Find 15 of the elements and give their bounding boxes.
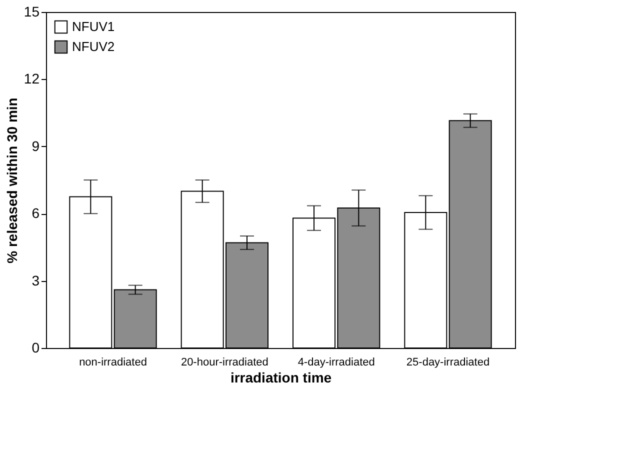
bar [114, 289, 157, 348]
legend-label: NFUV1 [72, 19, 115, 34]
y-tick-label: 15 [24, 4, 40, 20]
x-tick-label: non-irradiated [79, 356, 147, 368]
y-tick-label: 9 [32, 138, 40, 154]
y-axis-title: % released within 30 min [4, 98, 20, 264]
y-tick-label: 3 [32, 272, 40, 288]
x-tick-label: 25-day-irradiated [406, 356, 490, 368]
x-tick-label: 20-hour-irradiated [180, 356, 268, 368]
y-tick-label: 12 [24, 70, 40, 87]
legend-label: NFUV2 [72, 39, 115, 54]
x-tick-label: 4-day-irradiated [298, 356, 375, 368]
x-axis-title: irradiation time [230, 370, 332, 386]
y-tick-label: 6 [32, 205, 40, 222]
y-tick-label: 0 [32, 340, 40, 356]
